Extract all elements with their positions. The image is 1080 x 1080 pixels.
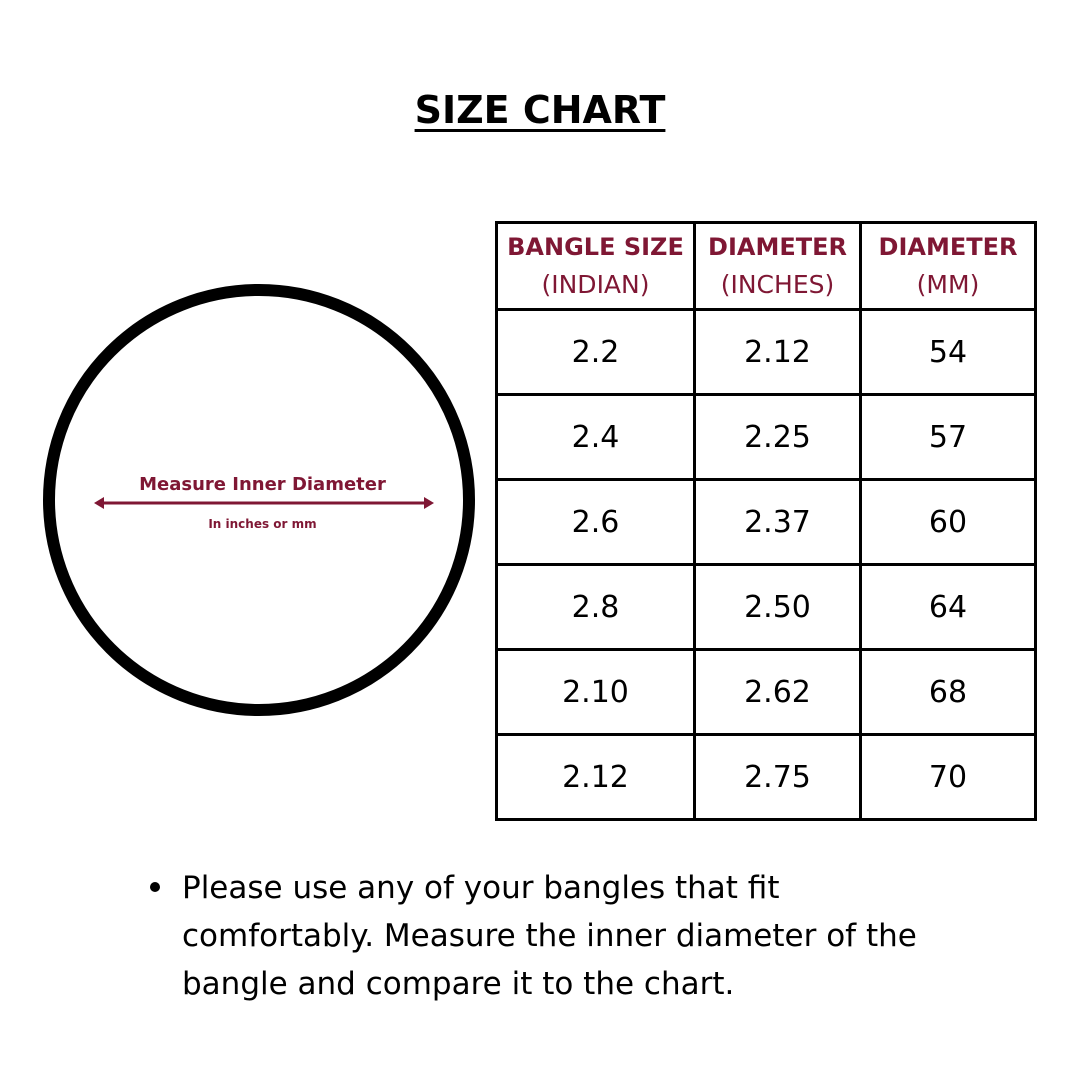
table-header-row: BANGLE SIZE (INDIAN) DIAMETER (INCHES) DIA…	[495, 221, 1037, 311]
measure-label: Measure Inner Diameter In inches or mm	[90, 474, 435, 531]
table-row: 2.2 2.12 54	[495, 308, 1037, 396]
table-row: 2.10 2.62 68	[495, 648, 1037, 736]
table-cell: 2.12	[693, 308, 862, 396]
page-title: SIZE CHART	[414, 88, 666, 132]
header-sub: (MM)	[916, 270, 980, 299]
header-diameter-inches: DIAMETER (INCHES)	[693, 221, 862, 311]
table-cell: 2.12	[495, 733, 696, 821]
note: Please use any of your bangles that fit …	[150, 864, 950, 1008]
table-cell: 2.10	[495, 648, 696, 736]
table-row: 2.8 2.50 64	[495, 563, 1037, 651]
header-main: BANGLE SIZE	[507, 233, 684, 261]
bullet-icon	[150, 882, 160, 892]
header-bangle-size: BANGLE SIZE (INDIAN)	[495, 221, 696, 311]
table-cell: 2.75	[693, 733, 862, 821]
table-cell: 60	[859, 478, 1037, 566]
note-text: Please use any of your bangles that fit …	[182, 870, 917, 1002]
table-cell: 2.4	[495, 393, 696, 481]
table-cell: 2.2	[495, 308, 696, 396]
double-arrow-icon	[94, 497, 434, 509]
table-cell: 2.6	[495, 478, 696, 566]
header-sub: (INCHES)	[720, 270, 835, 299]
table-cell: 68	[859, 648, 1037, 736]
table-row: 2.12 2.75 70	[495, 733, 1037, 821]
size-table: BANGLE SIZE (INDIAN) DIAMETER (INCHES) DIA…	[495, 221, 1037, 821]
table-cell: 2.25	[693, 393, 862, 481]
table-cell: 2.50	[693, 563, 862, 651]
table-cell: 57	[859, 393, 1037, 481]
table-cell: 2.62	[693, 648, 862, 736]
header-main: DIAMETER	[708, 233, 847, 261]
measure-subtitle: In inches or mm	[208, 517, 317, 531]
header-main: DIAMETER	[878, 233, 1018, 261]
table-cell: 2.8	[495, 563, 696, 651]
table-cell: 70	[859, 733, 1037, 821]
table-row: 2.4 2.25 57	[495, 393, 1037, 481]
measure-title: Measure Inner Diameter	[139, 474, 386, 495]
header-diameter-mm: DIAMETER (MM)	[859, 221, 1037, 311]
table-row: 2.6 2.37 60	[495, 478, 1037, 566]
table-cell: 64	[859, 563, 1037, 651]
table-cell: 2.37	[693, 478, 862, 566]
table-cell: 54	[859, 308, 1037, 396]
header-sub: (INDIAN)	[541, 270, 650, 299]
